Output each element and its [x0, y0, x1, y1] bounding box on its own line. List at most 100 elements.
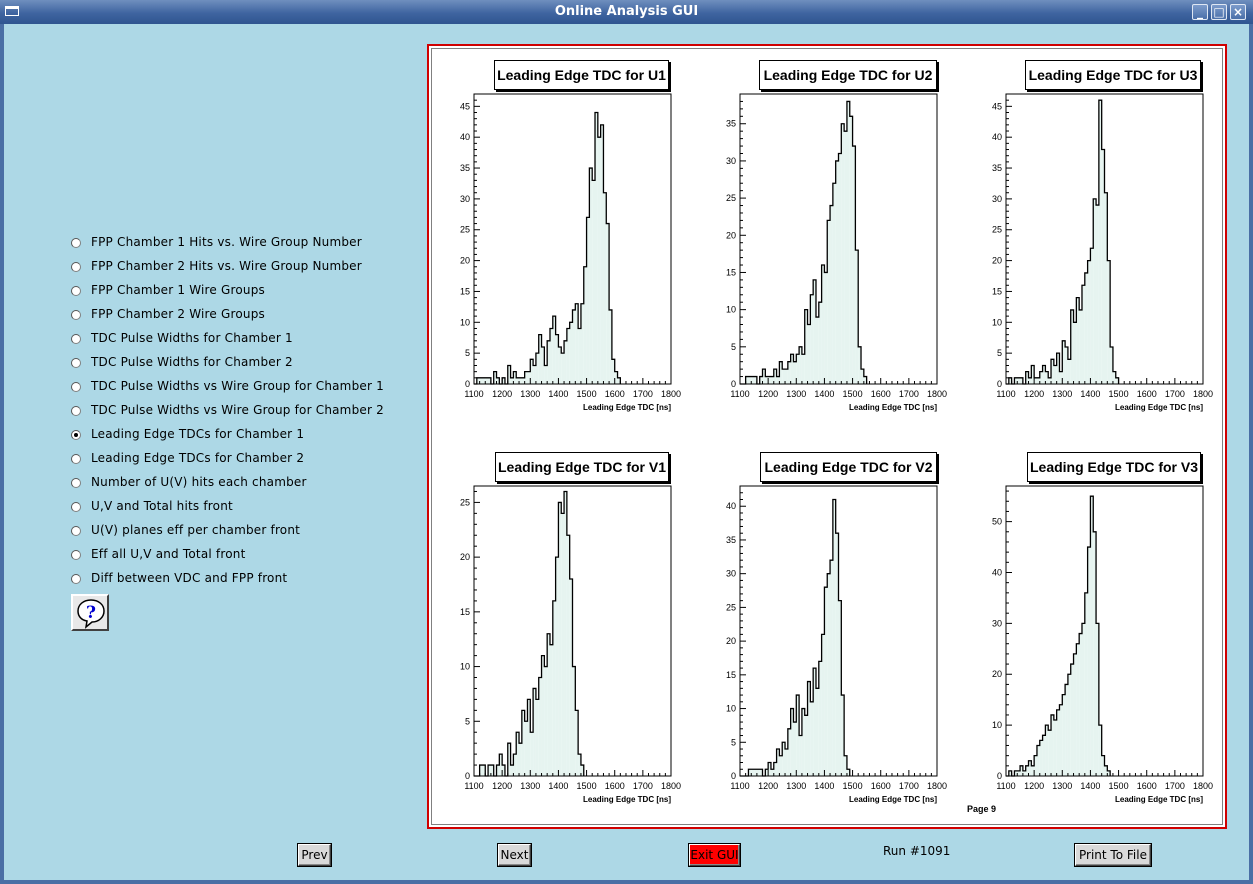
histogram-bin	[1062, 340, 1066, 384]
y-tick-label: 20	[460, 256, 470, 266]
histogram-bin	[1076, 643, 1080, 776]
window-title: Online Analysis GUI	[554, 4, 699, 19]
x-tick-label: 1300	[786, 389, 806, 399]
histogram-bin	[796, 695, 800, 776]
y-tick-label: 30	[992, 618, 1002, 628]
histogram-plot[interactable]: 1100 1200 1300 1400 1500 1600 1700 1800 0 5 10 15 20…	[716, 484, 953, 814]
histogram-bin	[846, 769, 850, 776]
histogram-bin	[502, 765, 505, 776]
histogram-bin	[1073, 322, 1077, 384]
y-tick-label: 30	[726, 156, 736, 166]
x-tick-label: 1600	[1137, 781, 1157, 791]
histogram-bin	[813, 668, 816, 776]
x-tick-label: 1100	[996, 781, 1015, 791]
exit-gui-button[interactable]: Exit GUI	[689, 844, 740, 866]
histogram-plot[interactable]: 1100 1200 1300 1400 1500 1600 1700 1800 0 10 20 30 4…	[982, 484, 1219, 814]
histogram-bin	[566, 535, 570, 776]
histogram-plot[interactable]: 1100 1200 1300 1400 1500 1600 1700 1800 0 5 10 15 20…	[982, 92, 1219, 422]
histogram-bin	[1020, 765, 1023, 776]
option-label[interactable]: Leading Edge TDCs for Chamber 2	[91, 451, 305, 465]
radio-button[interactable]	[71, 454, 81, 464]
prev-button[interactable]: Prev	[298, 844, 331, 866]
x-tick-label: 1300	[1052, 781, 1072, 791]
y-tick-label: 5	[465, 716, 470, 726]
y-tick-label: 25	[726, 602, 736, 612]
option-label[interactable]: U(V) planes eff per chamber front	[91, 523, 301, 537]
x-tick-label: 1200	[492, 389, 512, 399]
option-label[interactable]: FPP Chamber 1 Wire Groups	[91, 283, 266, 297]
option-label[interactable]: TDC Pulse Widths vs Wire Group for Chamb…	[91, 379, 384, 393]
next-button[interactable]: Next	[498, 844, 531, 866]
radio-button[interactable]	[71, 478, 81, 488]
histogram-bin	[547, 633, 550, 776]
histogram-bin	[835, 160, 839, 384]
histogram-plot[interactable]: 1100 1200 1300 1400 1500 1600 1700 1800 0 5 10 15 20…	[450, 484, 687, 814]
window-menu-icon[interactable]	[5, 6, 19, 16]
histogram-bin	[768, 376, 771, 384]
option-label[interactable]: Diff between VDC and FPP front	[91, 571, 288, 585]
y-tick-label: 25	[992, 225, 1002, 235]
radio-button[interactable]	[71, 502, 81, 512]
close-button[interactable]: ×	[1230, 4, 1246, 20]
histogram-bin	[1096, 623, 1099, 776]
histogram-title: Leading Edge TDC for V1	[495, 452, 669, 482]
radio-button[interactable]	[71, 334, 81, 344]
radio-button-selected[interactable]	[71, 430, 81, 440]
print-to-file-button[interactable]: Print To File	[1075, 844, 1151, 866]
maximize-button[interactable]: □	[1211, 4, 1227, 20]
radio-button[interactable]	[71, 382, 81, 392]
option-label[interactable]: Eff all U,V and Total front	[91, 547, 246, 561]
y-tick-label: 20	[726, 230, 736, 240]
histogram-bin	[782, 742, 786, 776]
y-tick-label: 40	[460, 132, 470, 142]
y-tick-label: 10	[992, 317, 1002, 327]
histogram-outline	[1006, 495, 1111, 777]
option-label[interactable]: TDC Pulse Widths for Chamber 1	[91, 331, 293, 345]
help-button[interactable]: ?	[71, 594, 109, 631]
option-label[interactable]: FPP Chamber 2 Hits vs. Wire Group Number	[91, 259, 362, 273]
radio-button[interactable]	[71, 550, 81, 560]
plot-frame	[473, 485, 672, 777]
histogram-bin	[1093, 531, 1097, 776]
histogram-bin	[1045, 725, 1049, 776]
histogram-bin	[762, 369, 766, 384]
plot-canvas[interactable]: Page 9 Leading Edge TDC for U1 1100 1200 13…	[427, 44, 1227, 829]
radio-button[interactable]	[71, 526, 81, 536]
histogram-plot[interactable]: 1100 1200 1300 1400 1500 1600 1700 1800 0 5 10 15 20…	[716, 92, 953, 422]
histogram-bin	[785, 369, 788, 384]
radio-button[interactable]	[71, 262, 81, 272]
histogram-bin	[552, 600, 556, 776]
histogram-bin	[1028, 377, 1032, 384]
radio-button[interactable]	[71, 406, 81, 416]
option-label[interactable]: FPP Chamber 2 Wire Groups	[91, 307, 266, 321]
histogram-bin	[1034, 377, 1037, 384]
radio-button[interactable]	[71, 310, 81, 320]
histogram-bin	[810, 701, 814, 776]
histogram-bin	[521, 710, 525, 776]
y-tick-label: 35	[726, 119, 736, 129]
histogram-bin	[776, 376, 780, 384]
histogram-bin	[855, 250, 859, 384]
option-label[interactable]: Leading Edge TDCs for Chamber 1	[91, 427, 305, 441]
histogram-bin	[575, 710, 579, 776]
y-tick-label: 30	[726, 569, 736, 579]
option-label[interactable]: Number of U(V) hits each chamber	[91, 475, 307, 489]
radio-button[interactable]	[71, 286, 81, 296]
histogram-bin	[1036, 377, 1040, 384]
histogram-bin	[1008, 770, 1012, 776]
histogram-bin	[1081, 285, 1085, 384]
window-titlebar[interactable]: Online Analysis GUI _ □ ×	[0, 0, 1253, 24]
y-tick-label: 0	[731, 771, 736, 781]
histogram-plot[interactable]: 1100 1200 1300 1400 1500 1600 1700 1800 0 5 10 15 20…	[450, 92, 687, 422]
histogram-bin	[541, 655, 545, 776]
radio-button[interactable]	[71, 574, 81, 584]
histogram-bin	[485, 377, 489, 384]
option-label[interactable]: FPP Chamber 1 Hits vs. Wire Group Number	[91, 235, 362, 249]
option-label[interactable]: TDC Pulse Widths vs Wire Group for Chamb…	[91, 403, 384, 417]
option-label[interactable]: U,V and Total hits front	[91, 499, 233, 513]
radio-button[interactable]	[71, 238, 81, 248]
minimize-button[interactable]: _	[1192, 4, 1208, 20]
y-tick-label: 0	[465, 379, 470, 389]
radio-button[interactable]	[71, 358, 81, 368]
option-label[interactable]: TDC Pulse Widths for Chamber 2	[91, 355, 293, 369]
